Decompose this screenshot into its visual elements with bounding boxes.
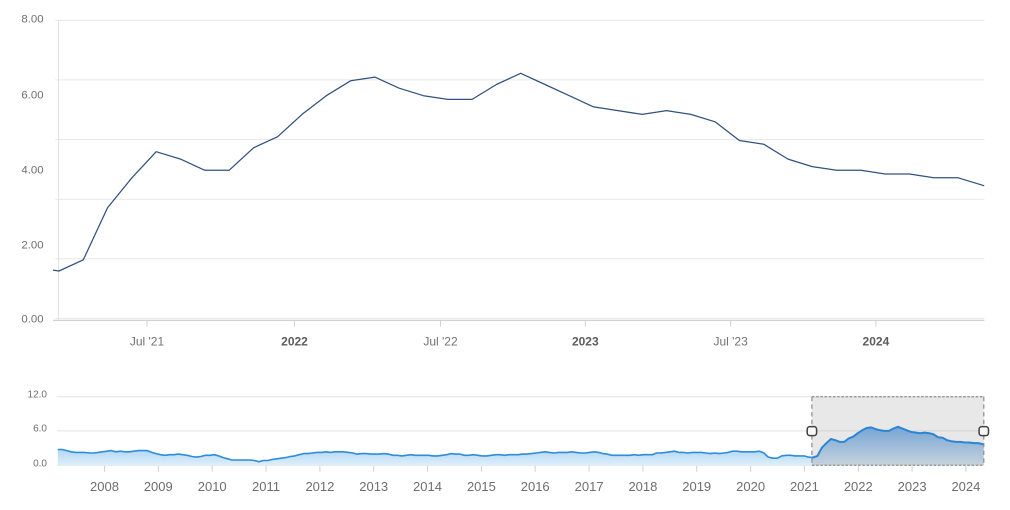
- svg-text:2008: 2008: [90, 479, 119, 494]
- svg-text:2016: 2016: [521, 479, 550, 494]
- svg-text:2010: 2010: [198, 479, 227, 494]
- svg-text:2017: 2017: [575, 479, 604, 494]
- svg-text:2013: 2013: [359, 479, 388, 494]
- svg-text:2009: 2009: [144, 479, 173, 494]
- svg-text:2.00: 2.00: [21, 239, 43, 251]
- svg-text:2015: 2015: [467, 479, 496, 494]
- svg-text:2012: 2012: [305, 479, 334, 494]
- svg-text:12.0: 12.0: [28, 390, 48, 401]
- svg-text:Jul '21: Jul '21: [130, 334, 165, 348]
- svg-text:2023: 2023: [898, 479, 927, 494]
- svg-text:Jul '22: Jul '22: [423, 334, 458, 348]
- svg-text:2022: 2022: [281, 334, 308, 348]
- svg-text:2021: 2021: [790, 479, 819, 494]
- svg-text:2019: 2019: [682, 479, 711, 494]
- svg-text:0.00: 0.00: [21, 314, 43, 326]
- svg-text:2011: 2011: [252, 479, 280, 494]
- svg-text:Jul '23: Jul '23: [713, 334, 748, 348]
- svg-text:2018: 2018: [628, 479, 657, 494]
- svg-text:2020: 2020: [736, 479, 765, 494]
- svg-text:2024: 2024: [863, 334, 890, 348]
- svg-text:4.00: 4.00: [21, 165, 43, 177]
- svg-text:2023: 2023: [572, 334, 599, 348]
- svg-text:0.0: 0.0: [33, 459, 47, 470]
- svg-text:6.00: 6.00: [21, 89, 43, 101]
- svg-text:8.00: 8.00: [21, 14, 43, 26]
- svg-text:2024: 2024: [951, 479, 980, 494]
- svg-text:6.0: 6.0: [33, 423, 47, 434]
- svg-text:2022: 2022: [844, 479, 873, 494]
- svg-text:2014: 2014: [413, 479, 442, 494]
